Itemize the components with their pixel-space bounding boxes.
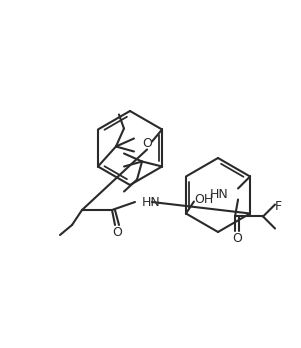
Text: HN: HN	[142, 196, 161, 208]
Text: O: O	[232, 232, 242, 245]
Text: OH: OH	[194, 193, 214, 206]
Text: F: F	[275, 200, 282, 213]
Text: O: O	[142, 137, 152, 150]
Text: HN: HN	[209, 188, 228, 201]
Text: O: O	[112, 226, 122, 238]
